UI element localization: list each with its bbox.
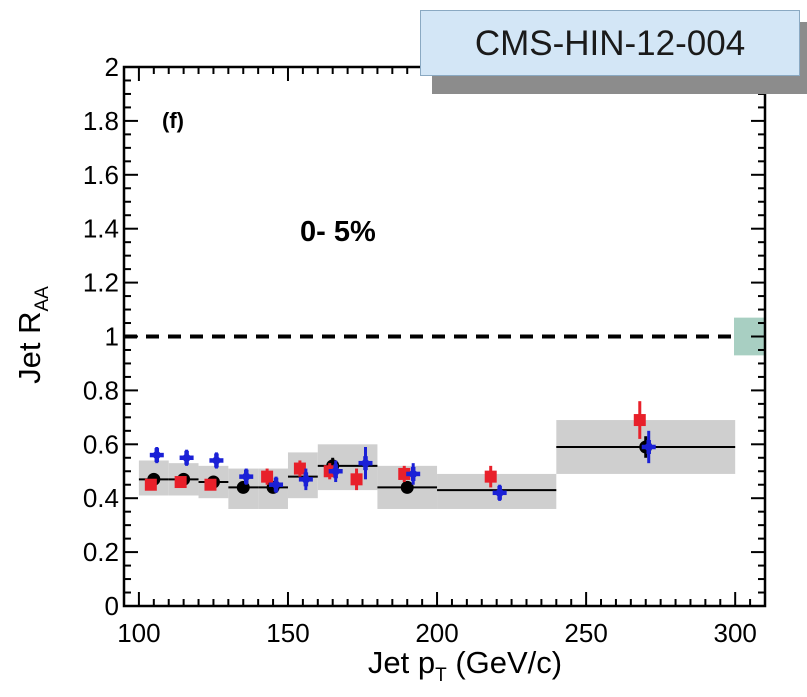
y-tick-label-7: 1.4 [83, 214, 119, 244]
red-point-2 [204, 478, 217, 491]
red-point-0 [144, 478, 157, 491]
x-tick-label-3: 250 [564, 618, 607, 648]
red-point-8 [484, 470, 497, 483]
centrality-label: 0- 5% [300, 216, 376, 248]
x-tick-label-4: 300 [713, 618, 756, 648]
y-tick-label-3: 0.6 [83, 429, 119, 459]
sys-band-5 [287, 452, 318, 499]
blue-cross-center [152, 451, 161, 460]
blue-cross-center [495, 488, 504, 497]
x-axis-label-unit: (GeV/c) [447, 645, 562, 680]
x-axis-label-main: Jet p [368, 645, 435, 680]
red-point-4 [293, 462, 306, 475]
blue-cross-center [361, 459, 370, 468]
blue-point-1 [179, 450, 194, 465]
y-axis-label-main: Jet R [12, 312, 47, 384]
y-axis-label: Jet RAA [12, 286, 53, 384]
blue-point-8 [406, 466, 421, 481]
blue-point-9 [492, 485, 507, 500]
x-axis-label: Jet pT (GeV/c) [368, 645, 562, 686]
tick-labels: 100 150 200 250 300 0 0.2 0.4 0.6 0.8 1 1.2 1.4 1.6 1.… [83, 52, 757, 648]
blue-cross-center [182, 453, 191, 462]
blue-point-3 [239, 469, 254, 484]
y-tick-label-9: 1.8 [83, 106, 119, 136]
red-point-1 [174, 476, 187, 489]
blue-cross-center [242, 472, 251, 481]
red-point-3 [261, 470, 274, 483]
x-tick-label-2: 200 [415, 618, 458, 648]
x-tick-label-1: 150 [266, 618, 309, 648]
y-tick-label-8: 1.6 [83, 160, 119, 190]
blue-point-10 [641, 439, 656, 454]
analysis-tag: CMS-HIN-12-004 [420, 10, 800, 76]
blue-point-7 [358, 456, 373, 471]
blue-point-2 [209, 453, 224, 468]
y-tick-label-1: 0.2 [83, 537, 119, 567]
y-axis-label-sub: AA [32, 286, 53, 312]
blue-point-5 [298, 472, 313, 487]
blue-cross-center [272, 480, 281, 489]
y-tick-label-4: 0.8 [83, 375, 119, 405]
y-tick-label-5: 1 [105, 322, 119, 352]
x-tick-label-0: 100 [117, 618, 160, 648]
red-point-6 [350, 473, 363, 486]
red-point-7 [398, 467, 411, 480]
blue-point-6 [328, 464, 343, 479]
blue-cross-center [409, 469, 418, 478]
blue-cross-center [212, 456, 221, 465]
black-point-6 [400, 480, 414, 494]
blue-cross-center [331, 467, 340, 476]
y-tick-label-0: 0 [105, 591, 119, 621]
y-tick-label-10: 2 [105, 52, 119, 82]
x-axis-label-sub: T [435, 665, 447, 686]
systematic-bands [138, 420, 736, 509]
panel-label: (f) [162, 108, 184, 133]
red-point-9 [633, 414, 646, 427]
y-tick-label-2: 0.4 [83, 483, 119, 513]
blue-point-4 [269, 477, 284, 492]
blue-cross-center [301, 475, 310, 484]
blue-cross-center [644, 442, 653, 451]
data-points [144, 401, 656, 501]
blue-point-0 [149, 448, 164, 463]
y-tick-label-6: 1.2 [83, 268, 119, 298]
